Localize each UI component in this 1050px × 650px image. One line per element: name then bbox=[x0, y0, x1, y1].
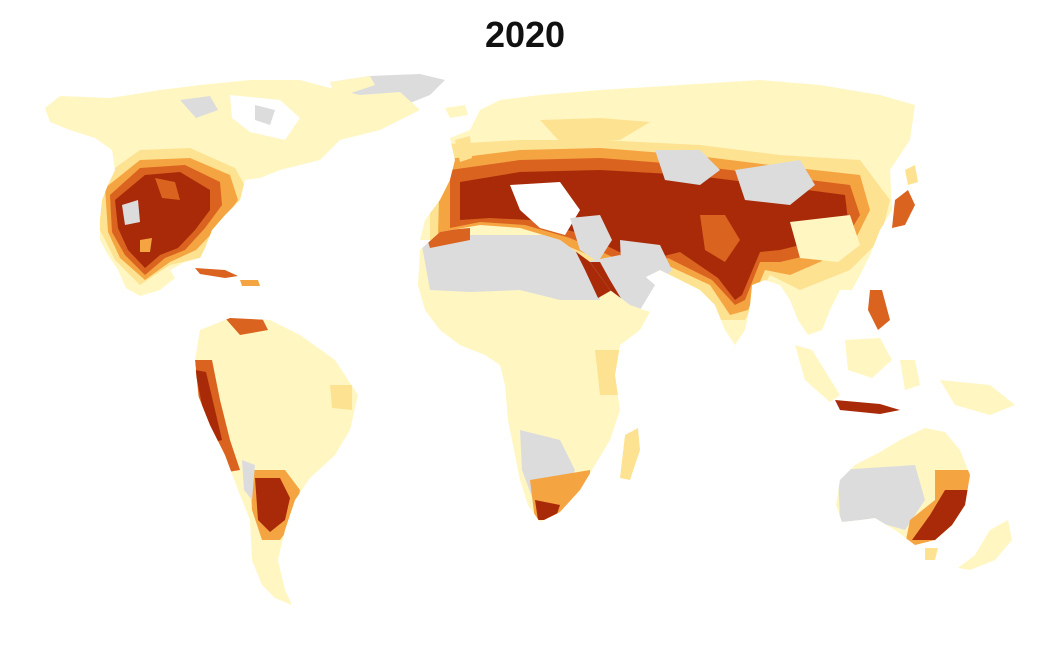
tasmania bbox=[925, 548, 938, 560]
madagascar bbox=[620, 428, 640, 480]
java bbox=[835, 400, 900, 414]
british-isles bbox=[455, 136, 472, 162]
south-america bbox=[195, 318, 358, 605]
eurasia bbox=[420, 80, 915, 345]
new-guinea bbox=[940, 380, 1015, 415]
sumatra bbox=[795, 345, 840, 402]
north-america bbox=[45, 80, 420, 296]
hispaniola bbox=[240, 280, 260, 286]
australia bbox=[836, 428, 970, 545]
africa bbox=[418, 225, 650, 522]
philippines bbox=[868, 290, 890, 330]
sulawesi bbox=[900, 360, 920, 390]
japan bbox=[892, 190, 915, 228]
cuba bbox=[195, 268, 238, 278]
new-zealand bbox=[958, 520, 1012, 570]
japan-north bbox=[905, 165, 918, 185]
iceland bbox=[445, 105, 468, 118]
borneo bbox=[845, 338, 892, 378]
map-title: 2020 bbox=[484, 14, 566, 55]
